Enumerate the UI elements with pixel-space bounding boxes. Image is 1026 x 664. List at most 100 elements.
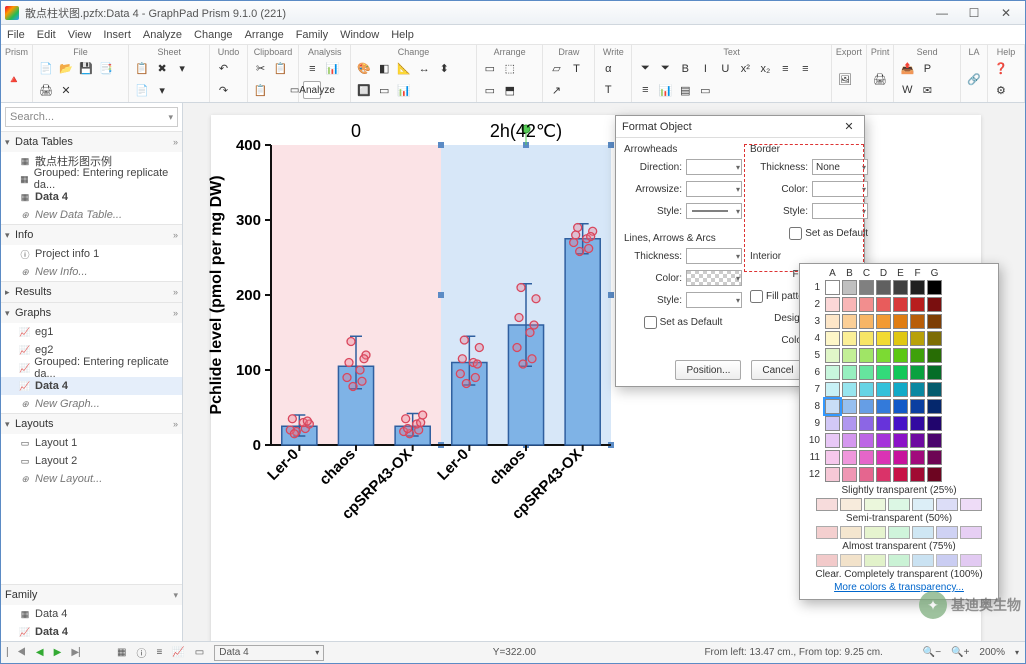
close-button[interactable]: ✕	[991, 4, 1021, 22]
view-info-icon[interactable]: ⓘ	[136, 645, 146, 660]
color-swatch[interactable]	[912, 526, 934, 539]
color-swatch[interactable]	[893, 297, 908, 312]
ribbon-icon[interactable]: ▭	[481, 60, 499, 78]
color-swatch[interactable]	[876, 365, 891, 380]
nav-next-icon[interactable]: ▶	[54, 647, 62, 658]
color-swatch[interactable]	[893, 348, 908, 363]
ribbon-icon[interactable]: B	[676, 60, 694, 78]
menu-window[interactable]: Window	[340, 29, 379, 41]
color-swatch[interactable]	[876, 467, 891, 482]
nav-item[interactable]: ▭Layout 2	[1, 452, 182, 470]
view-layout-icon[interactable]: ▭	[195, 647, 204, 658]
color-swatch[interactable]	[859, 416, 874, 431]
color-swatch[interactable]	[927, 365, 942, 380]
color-swatch[interactable]	[825, 450, 840, 465]
color-swatch[interactable]	[859, 450, 874, 465]
ribbon-icon[interactable]: ⚙	[992, 81, 1010, 99]
color-swatch[interactable]	[859, 433, 874, 448]
menu-analyze[interactable]: Analyze	[143, 29, 182, 41]
ribbon-icon[interactable]: 📂	[57, 60, 75, 78]
line-color-select[interactable]: ▾	[686, 270, 742, 286]
family-item[interactable]: 📈Data 4	[1, 623, 182, 641]
color-swatch[interactable]	[825, 314, 840, 329]
color-swatch[interactable]	[960, 554, 982, 567]
color-swatch[interactable]	[893, 399, 908, 414]
color-swatch[interactable]	[927, 280, 942, 295]
color-swatch[interactable]	[936, 554, 958, 567]
ribbon-icon[interactable]: 📊	[656, 81, 674, 99]
color-swatch[interactable]	[859, 467, 874, 482]
nav-first-icon[interactable]: ⎸◀	[7, 647, 26, 658]
color-swatch[interactable]	[888, 526, 910, 539]
color-swatch[interactable]	[876, 399, 891, 414]
color-swatch[interactable]	[893, 416, 908, 431]
ribbon-icon[interactable]: ⬒	[501, 81, 519, 99]
ribbon-icon[interactable]: 🖼	[836, 71, 854, 89]
minimize-button[interactable]: —	[927, 4, 957, 22]
color-swatch[interactable]	[893, 331, 908, 346]
nav-section-info[interactable]: ▾Info»	[1, 225, 182, 245]
ribbon-icon[interactable]: ✉	[918, 81, 936, 99]
ribbon-icon[interactable]: 📄	[37, 60, 55, 78]
ribbon-icon[interactable]: ❓	[992, 60, 1010, 78]
ribbon-icon[interactable]: 📤	[898, 60, 916, 78]
color-swatch[interactable]	[876, 348, 891, 363]
nav-item[interactable]: ⊕New Graph...	[1, 395, 182, 413]
ribbon-icon[interactable]: W	[898, 81, 916, 99]
ribbon-icon[interactable]: ⬚	[501, 60, 519, 78]
color-swatch[interactable]	[876, 450, 891, 465]
ribbon-icon[interactable]: T	[599, 81, 617, 99]
color-swatch[interactable]	[893, 280, 908, 295]
color-swatch[interactable]	[910, 450, 925, 465]
color-swatch[interactable]	[859, 348, 874, 363]
search-input[interactable]: Search... ▾	[5, 107, 178, 127]
ribbon-icon[interactable]: ▾	[173, 60, 191, 78]
color-swatch[interactable]	[842, 314, 857, 329]
color-swatch[interactable]	[927, 416, 942, 431]
menu-file[interactable]: File	[7, 29, 25, 41]
menu-family[interactable]: Family	[296, 29, 328, 41]
position-button[interactable]: Position...	[675, 360, 741, 380]
color-swatch[interactable]	[859, 280, 874, 295]
color-swatch[interactable]	[912, 554, 934, 567]
color-swatch[interactable]	[864, 554, 886, 567]
nav-item[interactable]: ▦Grouped: Entering replicate da...	[1, 170, 182, 188]
color-swatch[interactable]	[859, 365, 874, 380]
color-swatch[interactable]	[859, 297, 874, 312]
cancel-button[interactable]: Cancel	[751, 360, 804, 380]
border-default-checkbox[interactable]	[789, 227, 802, 240]
ribbon-icon[interactable]: 📋	[272, 60, 290, 78]
arrowsize-select[interactable]: ▾	[686, 181, 742, 197]
ribbon-icon[interactable]: 📋	[133, 60, 151, 78]
ribbon-icon[interactable]: ✕	[57, 81, 75, 99]
ribbon-icon[interactable]: ▱	[547, 60, 565, 78]
color-swatch[interactable]	[842, 467, 857, 482]
color-swatch[interactable]	[876, 433, 891, 448]
color-swatch[interactable]	[825, 416, 840, 431]
color-swatch[interactable]	[825, 467, 840, 482]
border-color-select[interactable]: ▾	[812, 181, 868, 197]
ribbon-icon[interactable]: 📊	[323, 60, 341, 78]
ribbon-icon[interactable]: 💾	[77, 60, 95, 78]
color-swatch[interactable]	[840, 526, 862, 539]
menu-insert[interactable]: Insert	[103, 29, 131, 41]
color-swatch[interactable]	[825, 331, 840, 346]
view-graph-icon[interactable]: 📈	[172, 647, 184, 658]
ribbon-icon[interactable]: ◧	[375, 60, 393, 78]
color-swatch[interactable]	[840, 498, 862, 511]
color-swatch[interactable]	[876, 416, 891, 431]
arrow-style-select[interactable]: ▾	[686, 203, 742, 219]
color-swatch[interactable]	[816, 498, 838, 511]
ribbon-icon[interactable]: ▤	[676, 81, 694, 99]
nav-item[interactable]: ⊕New Layout...	[1, 470, 182, 488]
ribbon-icon[interactable]: α	[599, 60, 617, 78]
color-swatch[interactable]	[927, 297, 942, 312]
family-header[interactable]: Family ▾	[1, 585, 182, 605]
color-swatch[interactable]	[893, 382, 908, 397]
ribbon-icon[interactable]: ⏷	[636, 60, 654, 78]
color-swatch[interactable]	[927, 450, 942, 465]
color-swatch[interactable]	[936, 526, 958, 539]
color-swatch[interactable]	[927, 382, 942, 397]
ribbon-icon[interactable]: ✂	[252, 60, 270, 78]
ribbon-icon[interactable]: 🎨	[355, 60, 373, 78]
